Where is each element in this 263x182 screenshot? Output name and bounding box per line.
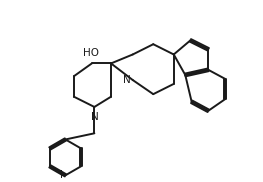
Text: N: N bbox=[123, 75, 131, 85]
Text: HO: HO bbox=[83, 48, 99, 58]
Text: I: I bbox=[60, 170, 63, 180]
Text: N: N bbox=[90, 112, 98, 122]
